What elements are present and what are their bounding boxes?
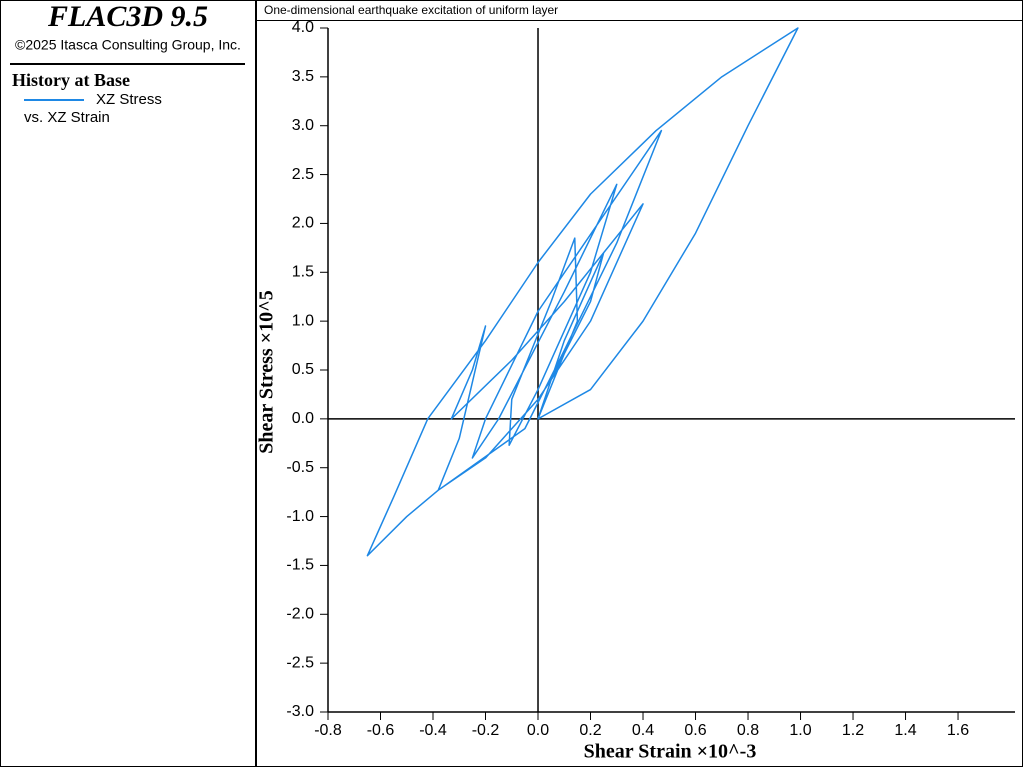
legend-subtitle: vs. XZ Strain bbox=[24, 109, 110, 126]
y-tick-label: 0.5 bbox=[292, 361, 314, 378]
x-tick-label: 0.4 bbox=[632, 722, 654, 739]
sidebar-frame bbox=[0, 0, 256, 767]
x-tick-label: -0.2 bbox=[472, 722, 500, 739]
y-tick-label: 3.5 bbox=[292, 68, 314, 85]
plot-title: One-dimensional earthquake excitation of… bbox=[264, 3, 558, 17]
y-tick-label: -0.5 bbox=[286, 459, 314, 476]
y-tick-label: 3.0 bbox=[292, 117, 314, 134]
y-tick-label: -1.0 bbox=[286, 508, 314, 525]
x-tick-label: 1.6 bbox=[947, 722, 969, 739]
x-tick-label: 1.2 bbox=[842, 722, 864, 739]
x-tick-label: 0.8 bbox=[737, 722, 759, 739]
x-tick-label: 1.4 bbox=[894, 722, 916, 739]
copyright: ©2025 Itasca Consulting Group, Inc. bbox=[15, 37, 241, 53]
y-tick-label: 0.0 bbox=[292, 410, 314, 427]
y-tick-label: -3.0 bbox=[286, 703, 314, 720]
y-tick-label: 2.5 bbox=[292, 166, 314, 183]
y-tick-label: 4.0 bbox=[292, 19, 314, 36]
y-tick-label: -2.5 bbox=[286, 654, 314, 671]
y-tick-label: 1.5 bbox=[292, 264, 314, 281]
x-tick-label: 0.2 bbox=[579, 722, 601, 739]
plot-frame bbox=[256, 0, 1023, 767]
x-tick-label: 0.6 bbox=[684, 722, 706, 739]
legend-label: XZ Stress bbox=[96, 91, 162, 108]
app-title: FLAC3D 9.5 bbox=[47, 0, 208, 33]
x-axis-title: Shear Strain ×10^-3 bbox=[584, 741, 757, 763]
data-line bbox=[366, 27, 799, 557]
y-tick-label: -2.0 bbox=[286, 606, 314, 623]
y-tick-label: 2.0 bbox=[292, 215, 314, 232]
y-axis-title: Shear Stress ×10^5 bbox=[256, 290, 278, 453]
x-tick-label: 0.0 bbox=[527, 722, 549, 739]
legend-title: History at Base bbox=[12, 70, 130, 90]
x-tick-label: -0.4 bbox=[419, 722, 447, 739]
y-tick-label: 1.0 bbox=[292, 312, 314, 329]
x-tick-label: -0.8 bbox=[314, 722, 342, 739]
y-tick-label: -1.5 bbox=[286, 557, 314, 574]
x-tick-label: 1.0 bbox=[789, 722, 811, 739]
x-tick-label: -0.6 bbox=[367, 722, 395, 739]
